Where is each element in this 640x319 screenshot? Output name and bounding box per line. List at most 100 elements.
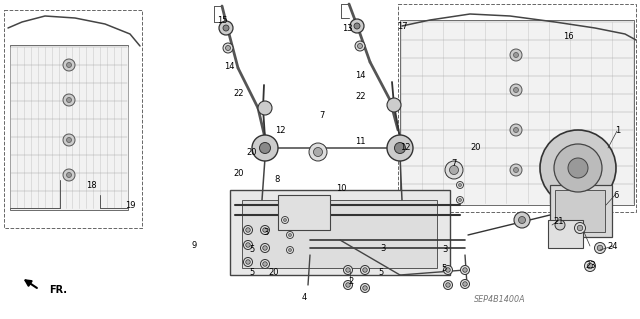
Circle shape bbox=[246, 260, 250, 264]
Circle shape bbox=[463, 268, 467, 272]
Text: 24: 24 bbox=[608, 242, 618, 251]
Circle shape bbox=[287, 247, 294, 254]
Circle shape bbox=[344, 280, 353, 290]
Bar bbox=[4, 10, 142, 228]
Circle shape bbox=[513, 128, 518, 132]
Text: 19: 19 bbox=[125, 201, 135, 210]
Circle shape bbox=[63, 169, 75, 181]
Circle shape bbox=[260, 226, 269, 234]
Circle shape bbox=[63, 94, 75, 106]
Circle shape bbox=[449, 166, 458, 174]
Circle shape bbox=[360, 265, 369, 275]
Circle shape bbox=[456, 197, 463, 204]
Text: 7: 7 bbox=[452, 159, 457, 168]
Circle shape bbox=[260, 259, 269, 269]
Circle shape bbox=[67, 137, 72, 143]
Circle shape bbox=[461, 265, 470, 275]
Text: 21: 21 bbox=[554, 217, 564, 226]
Text: 4: 4 bbox=[302, 293, 307, 302]
Circle shape bbox=[282, 217, 289, 224]
Text: 22: 22 bbox=[234, 89, 244, 98]
Circle shape bbox=[350, 19, 364, 33]
Text: 20: 20 bbox=[234, 169, 244, 178]
Circle shape bbox=[67, 63, 72, 68]
Circle shape bbox=[513, 167, 518, 173]
Bar bbox=[230, 190, 450, 275]
Circle shape bbox=[555, 220, 565, 230]
Text: 8: 8 bbox=[275, 175, 280, 184]
Circle shape bbox=[263, 262, 268, 266]
Text: 1: 1 bbox=[615, 126, 620, 135]
Circle shape bbox=[577, 225, 583, 231]
Text: SEP4B1400A: SEP4B1400A bbox=[474, 295, 526, 305]
Circle shape bbox=[289, 234, 291, 236]
Circle shape bbox=[258, 101, 272, 115]
Circle shape bbox=[287, 232, 294, 239]
Circle shape bbox=[243, 241, 253, 249]
Text: 15: 15 bbox=[218, 16, 228, 25]
Text: 5: 5 bbox=[441, 264, 446, 273]
Circle shape bbox=[510, 49, 522, 61]
Circle shape bbox=[444, 280, 452, 290]
Polygon shape bbox=[400, 20, 634, 205]
Text: 23: 23 bbox=[586, 261, 596, 270]
Text: 20: 20 bbox=[246, 148, 257, 157]
Circle shape bbox=[243, 226, 253, 234]
Circle shape bbox=[394, 143, 406, 153]
Circle shape bbox=[456, 182, 463, 189]
Circle shape bbox=[518, 217, 525, 224]
Circle shape bbox=[595, 242, 605, 254]
Circle shape bbox=[223, 25, 229, 31]
Circle shape bbox=[597, 245, 603, 251]
Circle shape bbox=[445, 283, 451, 287]
Circle shape bbox=[219, 21, 233, 35]
Circle shape bbox=[540, 130, 616, 206]
Bar bbox=[398, 4, 636, 212]
Circle shape bbox=[246, 243, 250, 247]
Circle shape bbox=[458, 183, 461, 187]
Text: 14: 14 bbox=[224, 62, 234, 71]
Circle shape bbox=[463, 282, 467, 286]
Circle shape bbox=[363, 286, 367, 290]
Text: 11: 11 bbox=[355, 137, 365, 146]
Circle shape bbox=[246, 228, 250, 232]
Circle shape bbox=[67, 173, 72, 177]
Circle shape bbox=[223, 43, 233, 53]
Bar bbox=[278, 195, 330, 230]
Circle shape bbox=[387, 98, 401, 112]
Text: 16: 16 bbox=[563, 32, 573, 41]
Text: 22: 22 bbox=[355, 92, 365, 101]
Circle shape bbox=[510, 84, 522, 96]
Text: 5: 5 bbox=[249, 268, 254, 277]
Text: 3: 3 bbox=[263, 228, 268, 237]
Circle shape bbox=[314, 147, 323, 157]
Text: 14: 14 bbox=[355, 71, 365, 80]
Text: FR.: FR. bbox=[49, 285, 67, 294]
Circle shape bbox=[461, 279, 470, 288]
Text: 17: 17 bbox=[397, 22, 407, 31]
Text: 7: 7 bbox=[319, 111, 324, 120]
Text: 12: 12 bbox=[275, 126, 285, 135]
Text: 6: 6 bbox=[614, 191, 619, 200]
Text: 5: 5 bbox=[378, 268, 383, 277]
Circle shape bbox=[252, 135, 278, 161]
Circle shape bbox=[510, 124, 522, 136]
Circle shape bbox=[263, 246, 268, 250]
Text: 13: 13 bbox=[342, 24, 353, 33]
Circle shape bbox=[588, 263, 593, 269]
Circle shape bbox=[360, 284, 369, 293]
Circle shape bbox=[458, 198, 461, 202]
Circle shape bbox=[263, 228, 268, 232]
Circle shape bbox=[445, 161, 463, 179]
Circle shape bbox=[584, 261, 595, 271]
Circle shape bbox=[513, 87, 518, 93]
Circle shape bbox=[225, 46, 230, 50]
Bar bbox=[242, 200, 437, 268]
Circle shape bbox=[289, 249, 291, 251]
Circle shape bbox=[284, 219, 287, 221]
Circle shape bbox=[63, 134, 75, 146]
Circle shape bbox=[260, 243, 269, 253]
Circle shape bbox=[387, 135, 413, 161]
Circle shape bbox=[309, 143, 327, 161]
Circle shape bbox=[514, 212, 530, 228]
